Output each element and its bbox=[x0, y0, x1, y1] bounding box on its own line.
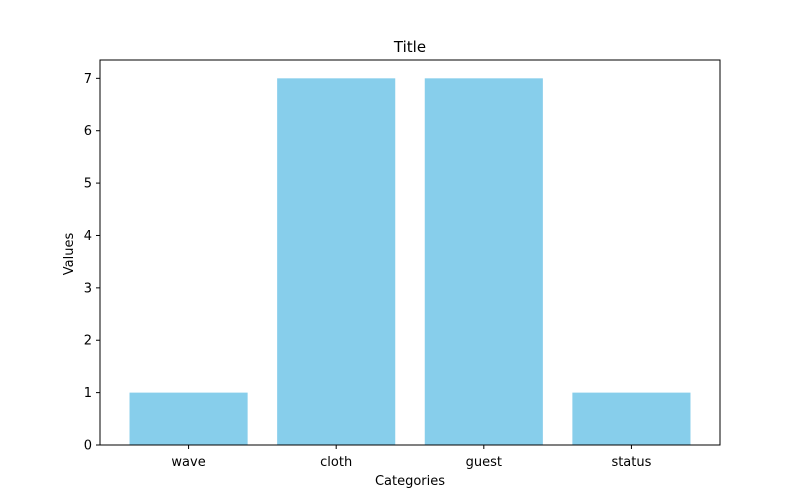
y-tick-label: 4 bbox=[84, 229, 92, 244]
y-tick-label: 1 bbox=[84, 386, 92, 401]
y-tick-label: 2 bbox=[84, 334, 92, 349]
x-tick-label-guest: guest bbox=[466, 455, 502, 470]
bar-guest bbox=[424, 78, 543, 445]
bar-cloth bbox=[277, 78, 396, 445]
bars-layer bbox=[129, 78, 691, 445]
plot-frame bbox=[99, 59, 721, 446]
x-axis-ticks: wave cloth guest status bbox=[171, 445, 652, 470]
chart-title: Title bbox=[393, 38, 426, 56]
y-axis-label: Values bbox=[62, 233, 77, 276]
bar-status bbox=[572, 392, 691, 445]
y-axis-ticks: 0 1 2 3 4 5 6 7 bbox=[84, 72, 100, 454]
y-tick-label: 7 bbox=[84, 72, 92, 87]
x-tick-label-cloth: cloth bbox=[320, 455, 352, 470]
y-tick-label: 0 bbox=[84, 439, 92, 454]
y-tick-label: 6 bbox=[84, 124, 92, 139]
bar-wave bbox=[129, 392, 248, 445]
y-tick-label: 5 bbox=[84, 177, 92, 192]
axes-layer bbox=[99, 59, 721, 446]
x-axis-label: Categories bbox=[375, 474, 445, 489]
x-tick-label-status: status bbox=[611, 455, 651, 470]
y-tick-label: 3 bbox=[84, 281, 92, 296]
x-tick-label-wave: wave bbox=[171, 455, 205, 470]
